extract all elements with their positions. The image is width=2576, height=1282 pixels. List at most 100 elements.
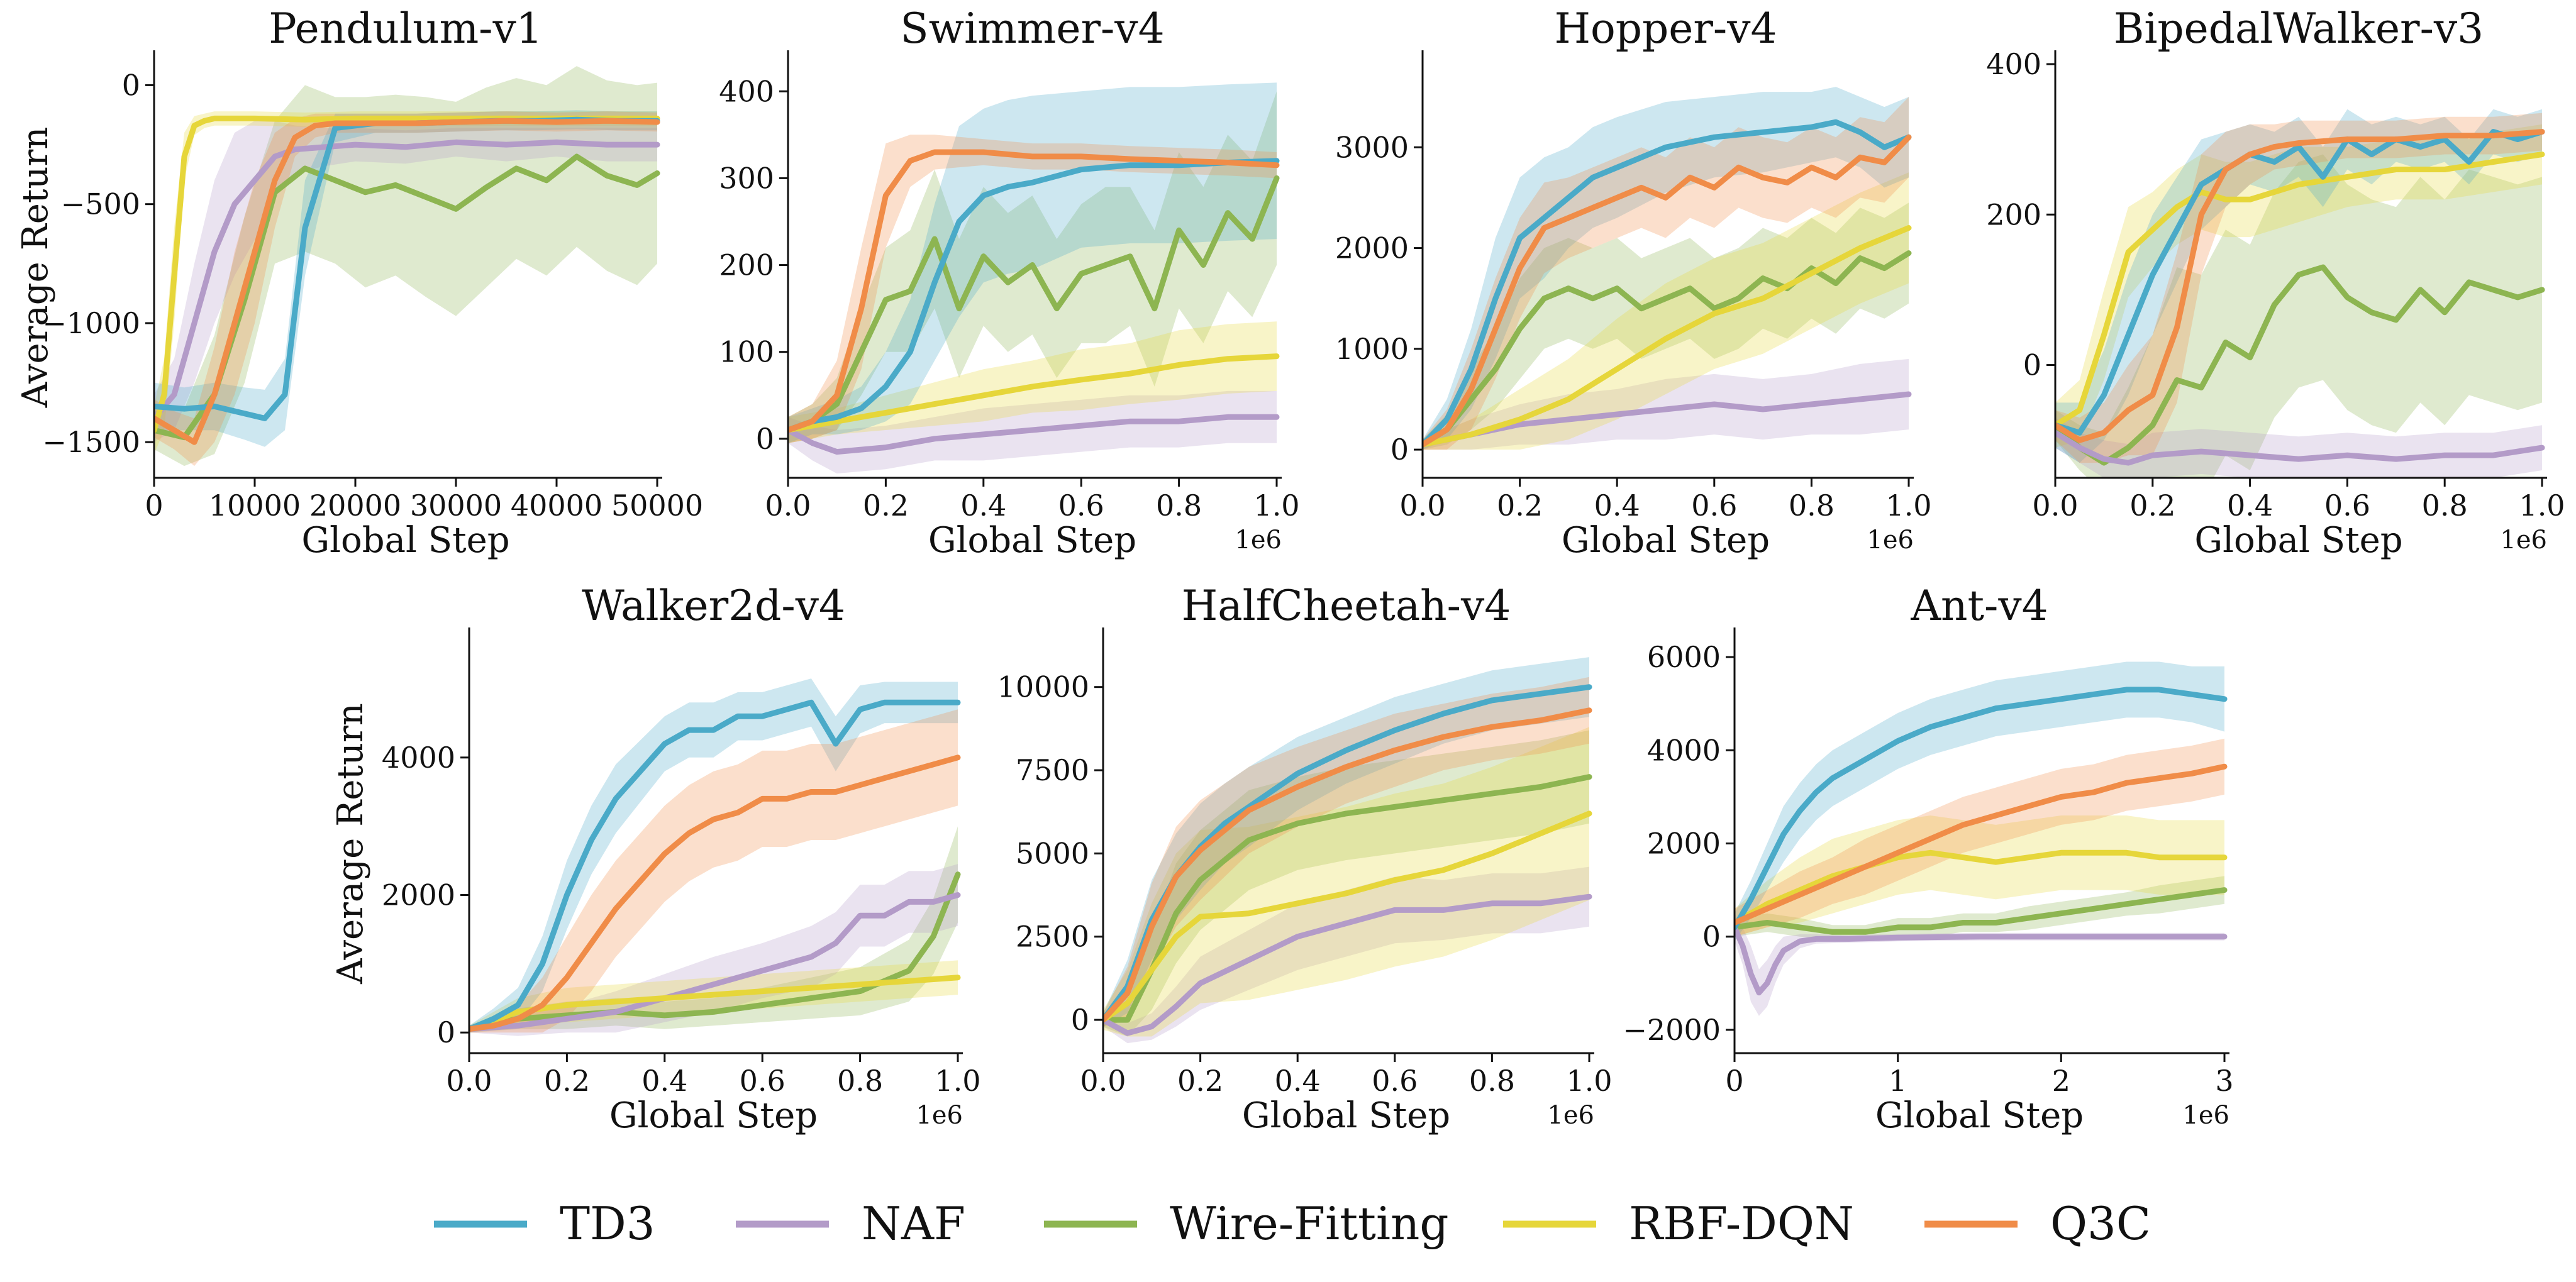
- x-tick-label: 1: [1889, 1064, 1907, 1098]
- panel-title: Ant-v4: [1910, 582, 2048, 630]
- x-tick-label: 0.6: [740, 1064, 786, 1098]
- series-line-rbf-dqn: [788, 353, 1280, 433]
- y-tick-label: 0: [1702, 920, 1721, 954]
- x-tick-label: 0.8: [837, 1064, 883, 1098]
- band-wire-fitting: [1735, 876, 2224, 939]
- band-rbf-dqn: [1103, 727, 1589, 1037]
- x-tick-label: 20000: [309, 489, 401, 522]
- panel-1: 0 10000 20000 30000 40000 50000 −1500 −1000 −500…: [15, 4, 703, 561]
- x-tick-label: 1.0: [1253, 489, 1299, 522]
- series-line-td3: [788, 158, 1280, 433]
- series-line-q3c: [469, 754, 961, 1032]
- plot-area: [2055, 109, 2545, 478]
- y-tick-label: 100: [719, 335, 774, 369]
- x-tick-label: 0.4: [2227, 489, 2273, 522]
- plot-area: [154, 66, 660, 467]
- series-line-naf: [1423, 391, 1912, 448]
- series-line-rbf-dqn: [1735, 849, 2228, 926]
- y-tick-label: 6000: [1647, 640, 1721, 674]
- panel-title: BipedalWalker-v3: [2114, 4, 2484, 53]
- y-tick-label: 2000: [1335, 231, 1409, 265]
- y-tick-label: 10000: [997, 670, 1089, 704]
- series-line-naf: [1735, 924, 2228, 996]
- series-line-q3c: [154, 118, 660, 445]
- legend-label-rbf-dqn: RBF-DQN: [1629, 1197, 1854, 1250]
- plot-area: [788, 82, 1280, 474]
- panel-title: Hopper-v4: [1555, 4, 1777, 53]
- x-tick-label: 0.0: [1080, 1064, 1126, 1098]
- series-line-q3c: [1423, 134, 1912, 448]
- band-rbf-dqn: [1735, 815, 2224, 937]
- series-line-naf: [1103, 893, 1592, 1036]
- legend-item-rbf-dqn: RBF-DQN: [1503, 1197, 1854, 1250]
- y-tick-label: 2000: [382, 878, 455, 912]
- panel-title: Swimmer-v4: [900, 4, 1164, 53]
- legend-label-q3c: Q3C: [2050, 1197, 2151, 1250]
- series-line-wire-fitting: [469, 871, 961, 1032]
- band-q3c: [1103, 677, 1589, 1027]
- legend-item-td3: TD3: [434, 1197, 655, 1250]
- panel-4: 0.0 0.2 0.4 0.6 0.8 1.0 0 200 400 BipedalWalker-v…: [1986, 4, 2565, 561]
- x-tick-label: 0.0: [1399, 489, 1445, 522]
- x-axis-label: Global Step: [301, 520, 509, 561]
- x-scale-label: 1e6: [1547, 1101, 1594, 1130]
- band-rbf-dqn: [1423, 172, 1909, 450]
- x-tick-label: 0: [145, 489, 163, 522]
- y-tick-label: 0: [437, 1015, 455, 1049]
- legend-label-wire-fitting: Wire-Fitting: [1170, 1197, 1448, 1250]
- x-tick-label: 30000: [410, 489, 502, 522]
- series-line-rbf-dqn: [1423, 225, 1912, 448]
- plot-area: [1735, 661, 2228, 1016]
- x-axis-label: Global Step: [609, 1095, 818, 1136]
- y-tick-label: 0: [756, 422, 774, 456]
- series-line-wire-fitting: [1423, 250, 1912, 448]
- band-naf: [154, 121, 657, 443]
- y-tick-label: 7500: [1016, 753, 1089, 787]
- series-line-naf: [469, 892, 961, 1032]
- band-wire-fitting: [1423, 202, 1909, 450]
- series-line-rbf-dqn: [2055, 152, 2545, 428]
- series-line-td3: [469, 699, 961, 1032]
- x-tick-label: 0.0: [2032, 489, 2078, 522]
- y-tick-label: 400: [1986, 47, 2041, 81]
- x-tick-label: 0: [1725, 1064, 1743, 1098]
- x-tick-label: 1.0: [935, 1064, 980, 1098]
- y-tick-label: 200: [719, 248, 774, 282]
- x-tick-label: 0.6: [2324, 489, 2370, 522]
- y-tick-label: −2000: [1623, 1013, 1721, 1047]
- series-line-q3c: [788, 149, 1280, 433]
- plot-area: [1423, 87, 1912, 450]
- x-tick-label: 0.6: [1058, 489, 1104, 522]
- y-tick-label: 2000: [1647, 827, 1721, 861]
- y-tick-label: −500: [61, 187, 140, 221]
- x-tick-label: 0.6: [1691, 489, 1737, 522]
- band-td3: [2055, 109, 2542, 463]
- x-tick-label: 0.0: [446, 1064, 492, 1098]
- x-tick-label: 10000: [209, 489, 301, 522]
- x-axis-label: Global Step: [1875, 1095, 2084, 1136]
- panel-title: Pendulum-v1: [269, 4, 543, 53]
- x-tick-label: 0.6: [1372, 1064, 1418, 1098]
- legend-item-q3c: Q3C: [1924, 1197, 2151, 1250]
- band-td3: [469, 678, 958, 1033]
- y-tick-label: 3000: [1335, 130, 1409, 164]
- x-tick-label: 0.0: [765, 489, 811, 522]
- legend-label-naf: NAF: [862, 1197, 965, 1250]
- x-scale-label: 1e6: [916, 1101, 963, 1130]
- series-line-td3: [1423, 119, 1912, 448]
- x-axis-label: Global Step: [2194, 520, 2402, 561]
- legend-item-wire-fitting: Wire-Fitting: [1044, 1197, 1448, 1250]
- series-line-wire-fitting: [2055, 264, 2545, 466]
- y-tick-label: 4000: [382, 741, 455, 775]
- y-tick-label: 0: [1071, 1003, 1089, 1037]
- x-tick-label: 0.4: [1594, 489, 1640, 522]
- series-line-naf: [788, 414, 1280, 455]
- y-tick-label: 4000: [1647, 733, 1721, 767]
- band-q3c: [2055, 113, 2542, 463]
- panel-title: HalfCheetah-v4: [1182, 582, 1511, 630]
- y-tick-label: −1000: [42, 306, 140, 340]
- x-tick-label: 1.0: [1885, 489, 1931, 522]
- x-tick-label: 0.4: [960, 489, 1006, 522]
- x-tick-label: 0.8: [1156, 489, 1202, 522]
